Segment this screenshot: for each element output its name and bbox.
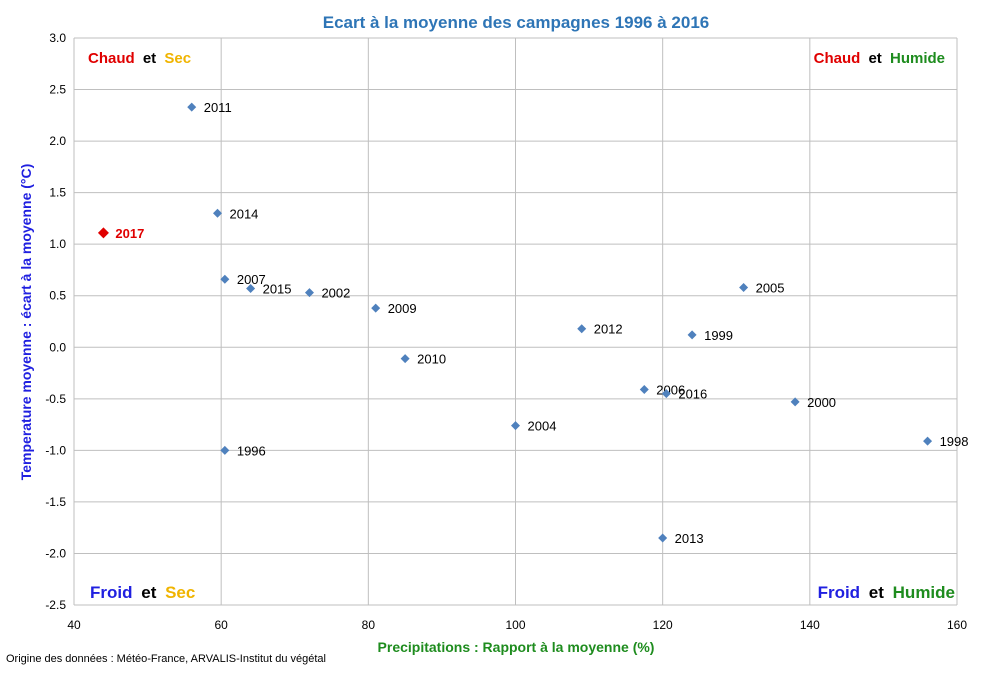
quadrant-top-right-second: Humide	[890, 50, 945, 67]
data-point-2004	[511, 421, 520, 431]
y-tick-label: -1.5	[45, 495, 66, 509]
data-label-2007: 2007	[237, 272, 266, 287]
x-tick-label: 140	[800, 618, 820, 632]
data-point-1998	[923, 436, 933, 446]
y-axis-label: Temperature moyenne : écart à la moyenne…	[18, 164, 34, 481]
data-label-2004: 2004	[528, 419, 557, 434]
y-tick-label: 0.5	[49, 289, 66, 303]
data-label-1999: 1999	[704, 328, 733, 343]
data-point-2016	[661, 389, 671, 399]
quadrant-top-left-first: Chaud	[88, 50, 135, 67]
data-point-2002	[304, 288, 314, 298]
quadrant-bottom-left-joiner: et	[141, 583, 156, 602]
data-point-2015	[246, 284, 256, 294]
quadrant-bottom-right-joiner: et	[869, 583, 884, 602]
y-tick-label: 0.0	[49, 340, 66, 354]
data-point-2011	[187, 102, 197, 112]
data-label-1996: 1996	[237, 443, 266, 458]
quadrant-bottom-left-second: Sec	[165, 583, 195, 602]
y-tick-label: -1.0	[45, 443, 66, 457]
data-label-2017: 2017	[115, 226, 144, 241]
data-label-2015: 2015	[263, 282, 292, 297]
y-axis-ticks: 3.0 2.5 2.0 1.5 1.0 0.5 0.0 -0.5 -1.0 -1.5 -2.0 -2.…	[45, 31, 66, 612]
quadrant-bottom-right-second: Humide	[893, 583, 955, 602]
quadrant-top-right: Chaud et Humide	[814, 50, 945, 67]
x-tick-label: 40	[67, 618, 81, 632]
data-label-2014: 2014	[229, 206, 258, 221]
data-label-2002: 2002	[321, 286, 350, 301]
quadrant-bottom-right-first: Froid	[818, 583, 861, 602]
data-label-2009: 2009	[388, 301, 417, 316]
quadrant-bottom-right: Froid et Humide	[818, 583, 955, 602]
data-label-2010: 2010	[417, 352, 446, 367]
y-tick-label: 1.5	[49, 186, 66, 200]
y-tick-label: -0.5	[45, 392, 66, 406]
data-point-1999	[687, 330, 697, 340]
data-point-2000	[790, 397, 800, 407]
data-point-2007	[220, 274, 230, 284]
x-tick-label: 80	[362, 618, 376, 632]
y-tick-label: 1.0	[49, 237, 66, 251]
y-tick-label: 2.5	[49, 83, 66, 97]
quadrant-top-left: Chaud et Sec	[88, 50, 191, 67]
y-tick-label: 2.0	[49, 134, 66, 148]
quadrant-top-right-joiner: et	[868, 50, 881, 67]
data-point-2006	[639, 385, 649, 395]
y-tick-label: 3.0	[49, 31, 66, 45]
quadrant-top-right-first: Chaud	[814, 50, 861, 67]
data-label-2016: 2016	[678, 387, 707, 402]
x-axis-label: Precipitations : Rapport à la moyenne (%…	[378, 639, 655, 655]
data-label-1998: 1998	[940, 434, 969, 449]
quadrant-top-left-second: Sec	[164, 50, 191, 67]
data-point-2017	[97, 227, 109, 239]
data-label-2012: 2012	[594, 322, 623, 337]
data-point-2013	[658, 533, 668, 543]
x-tick-label: 160	[947, 618, 967, 632]
x-tick-label: 60	[214, 618, 228, 632]
data-point-1996	[220, 445, 230, 455]
quadrant-bottom-left-first: Froid	[90, 583, 133, 602]
y-tick-label: -2.5	[45, 598, 66, 612]
x-tick-label: 100	[505, 618, 525, 632]
y-tick-label: -2.0	[45, 546, 66, 560]
data-label-2000: 2000	[807, 395, 836, 410]
x-axis-ticks: 40 60 80 100 120 140 160	[67, 618, 967, 632]
data-point-2009	[371, 303, 381, 313]
data-label-2011: 2011	[204, 100, 232, 115]
data-point-2014	[212, 208, 222, 218]
grid	[73, 37, 958, 606]
data-point-2012	[577, 324, 587, 334]
quadrant-bottom-left: Froid et Sec	[90, 583, 195, 602]
quadrant-top-left-joiner: et	[143, 50, 156, 67]
chart-title: Ecart à la moyenne des campagnes 1996 à …	[323, 13, 710, 32]
data-label-2013: 2013	[675, 531, 704, 546]
data-point-2005	[739, 282, 749, 292]
x-tick-label: 120	[653, 618, 673, 632]
data-point-2010	[400, 354, 410, 364]
data-source-note: Origine des données : Météo-France, ARVA…	[6, 653, 326, 665]
data-label-2005: 2005	[756, 280, 785, 295]
